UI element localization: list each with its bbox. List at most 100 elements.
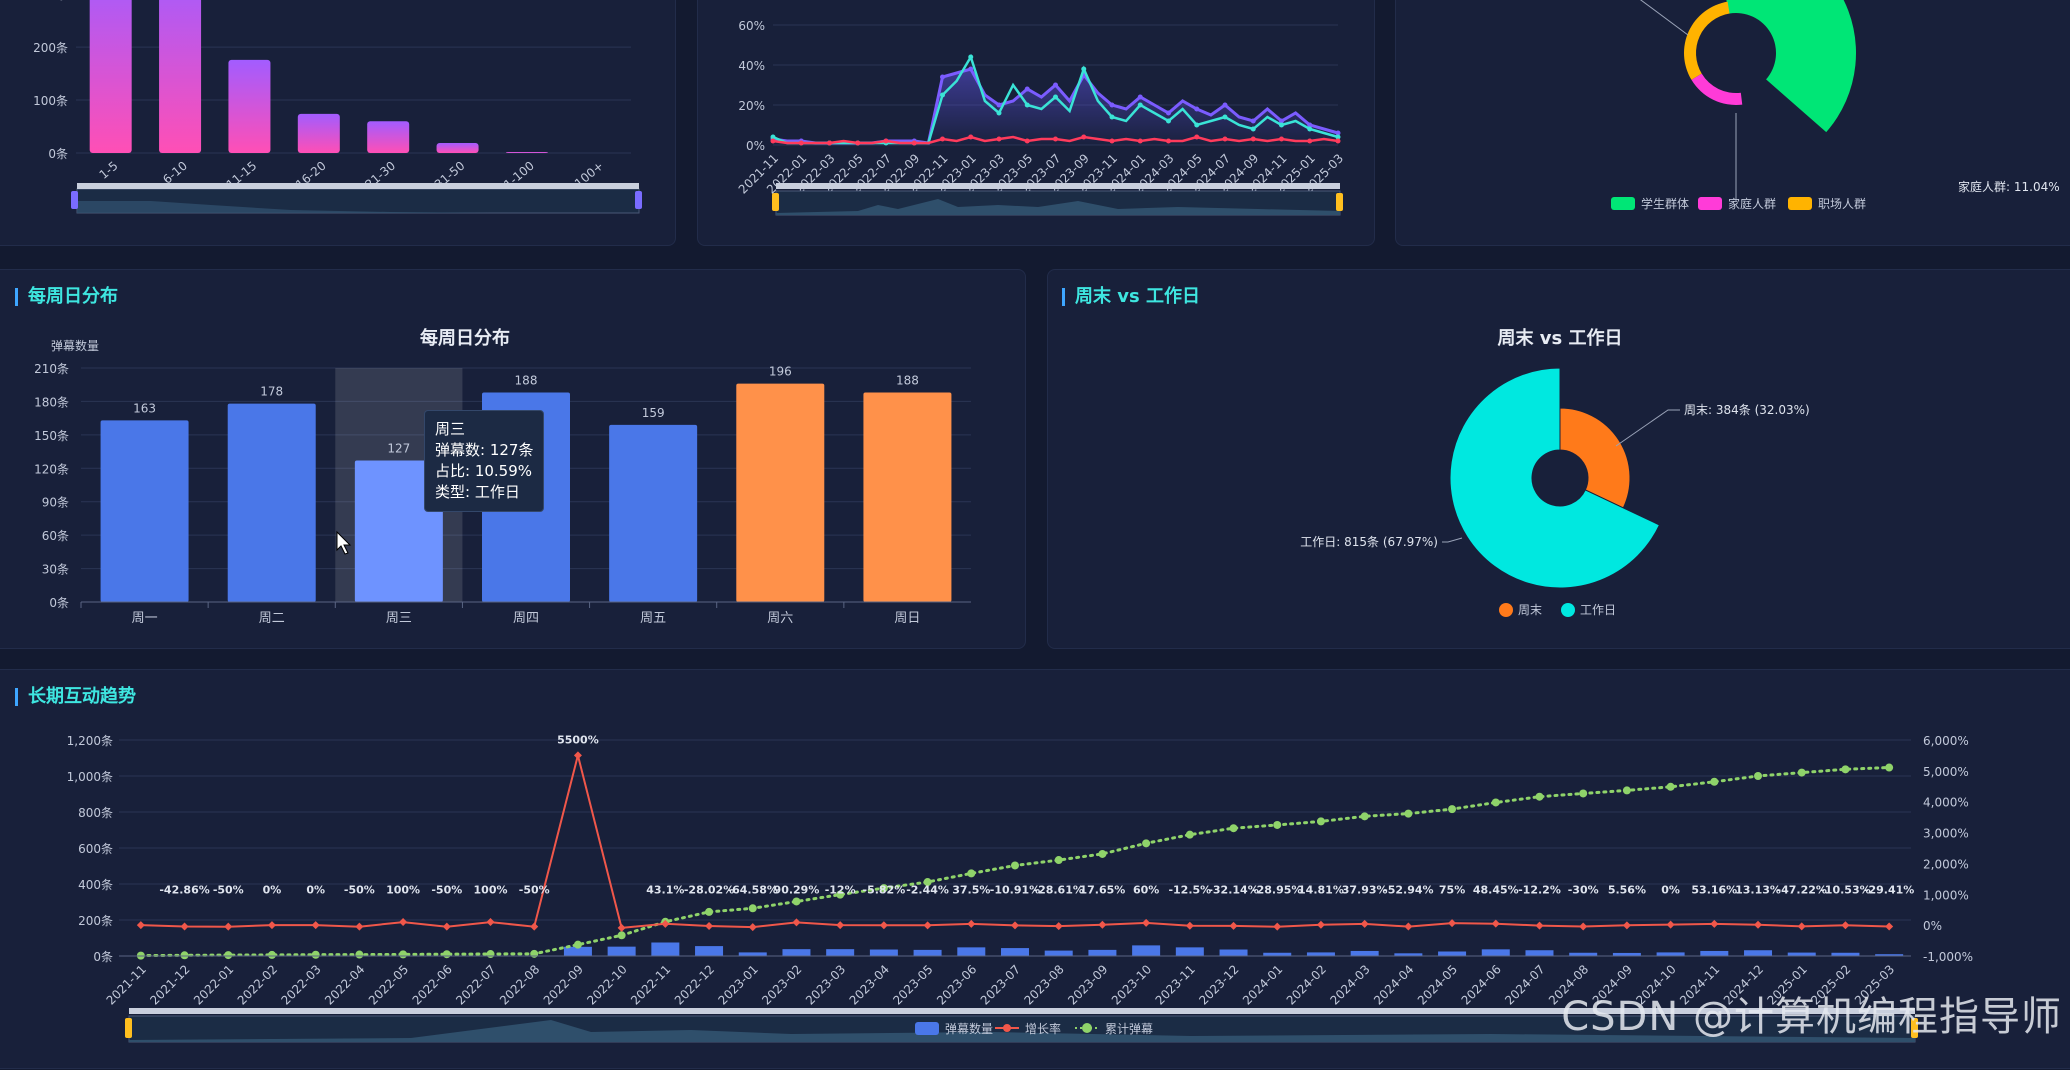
rate-value-label: 13.13% [1735,884,1781,897]
series-line-cyan-point [968,55,973,60]
y-tick-label: 210条 [34,362,69,376]
x-tick-label: 2022-06 [410,962,455,1007]
x-tick-label: 2022-10 [584,962,629,1007]
x-tick-label: 2022-03 [278,962,323,1007]
top-left-bar-chart: 0条100条200条300条1-56-1011-1516-2021-3031-5… [0,0,677,247]
series-line-red-point [1053,137,1058,142]
y-tick-label: 0% [746,139,765,153]
cumulative-point [224,951,232,959]
data-zoom-handle-left [71,191,78,209]
cumulative-point [1841,765,1849,773]
bar [90,0,132,153]
weekly-tooltip: 周三 弹幕数: 127条 占比: 10.59% 类型: 工作日 [424,410,544,512]
y-tick-label: 180条 [34,395,69,409]
bar-value-label: 163 [133,401,156,415]
rate-value-label: 14.81% [1298,884,1344,897]
data-zoom-handle-right [1336,193,1343,211]
rate-point [1273,923,1281,931]
bar [367,121,409,153]
x-tick-label: 2024-01 [1240,962,1285,1007]
rate-point [487,918,495,926]
series-line-red-point [827,141,832,146]
rate-point [443,923,451,931]
rate-value-label: 0% [263,884,282,897]
tooltip-day: 周三 [435,419,533,440]
rate-point [224,923,232,931]
x-tick-label: 周六 [767,611,793,626]
rate-point [268,921,276,929]
bar-value-label: 178 [260,385,283,399]
x-tick-label: 2023-07 [978,962,1023,1007]
rate-value-label: 0% [306,884,325,897]
series-line-red-point [997,137,1002,142]
panel-top-left: 0条100条200条300条1-56-1011-1516-2021-3031-5… [0,0,676,246]
x-tick-label: 周二 [259,611,285,626]
rate-point [1098,921,1106,929]
x-tick-label: 2021-11 [104,962,149,1007]
rate-point [1186,922,1194,930]
cumulative-point [574,941,582,949]
rate-value-label: -5.82% [863,884,906,897]
y-left-tick-label: 400条 [78,878,113,892]
x-tick-label: 2022-11 [628,962,673,1007]
rate-value-label: 5.56% [1608,884,1646,897]
panel-weekend: 周末 vs 工作日 周末 vs 工作日周末: 384条 (32.03%)工作日:… [1047,269,2070,649]
rate-value-label: 90.29% [774,884,820,897]
rate-point [705,922,713,930]
rate-point [1317,921,1325,929]
rate-value-label: 48.45% [1473,884,1519,897]
x-tick-label: 2024-07 [1502,962,1547,1007]
legend-label: 学生群体 [1641,196,1689,211]
legend-swatch-cumulative-dot [1082,1023,1092,1033]
bar-count [1045,951,1073,956]
bar [228,404,316,602]
bar [228,60,270,153]
cumulative-point [1055,856,1063,864]
rate-value-label: 37.5% [952,884,990,897]
rate-value-label: -50% [344,884,375,897]
data-zoom-handle-left [772,193,779,211]
y-left-tick-label: 800条 [78,806,113,820]
bar-count [914,950,942,956]
y-tick-label: 30条 [42,563,69,577]
cumulative-point [1754,772,1762,780]
series-line-cyan-point [1223,115,1228,120]
rate-value-label: 43.1% [646,884,684,897]
rate-peak-label: 5500% [557,733,599,746]
bar-count [1482,949,1510,956]
legend-label: 职场人群 [1818,197,1866,211]
cumulative-point [792,897,800,905]
cumulative-point [312,951,320,959]
series-line-purple-point [1223,103,1228,108]
cumulative-point [487,950,495,958]
label-line [1442,538,1462,542]
bar-value-label: 127 [387,441,410,455]
rate-point [836,921,844,929]
series-line-purple-point [1194,107,1199,112]
donut-slice-family [1691,74,1742,105]
x-tick-label: 2024-03 [1327,962,1372,1007]
cumulative-point [1142,839,1150,847]
data-zoom-bar [776,183,1340,189]
y-right-tick-label: 3,000% [1923,827,1969,841]
x-tick-label: 2022-07 [453,962,498,1007]
bar-count [1351,951,1379,956]
y-tick-label: 0条 [48,147,68,161]
series-line-red-point [1081,135,1086,140]
x-tick-label: 2023-10 [1109,962,1154,1007]
x-tick-label: 2023-03 [803,962,848,1007]
series-line-red-point [1307,139,1312,144]
y-tick-label: 90条 [42,496,69,510]
y-left-tick-label: 600条 [78,842,113,856]
tooltip-count: 弹幕数: 127条 [435,440,533,461]
y-tick-label: 300条 [33,0,68,2]
rate-point [574,751,582,759]
series-line-purple-point [1110,103,1115,108]
series-line-cyan-point [1194,123,1199,128]
rate-point [1361,920,1369,928]
rate-value-label: -12.2% [1518,884,1561,897]
cumulative-point [355,951,363,959]
series-line-purple-point [1251,119,1256,124]
x-tick-label: 6-10 [160,159,190,187]
